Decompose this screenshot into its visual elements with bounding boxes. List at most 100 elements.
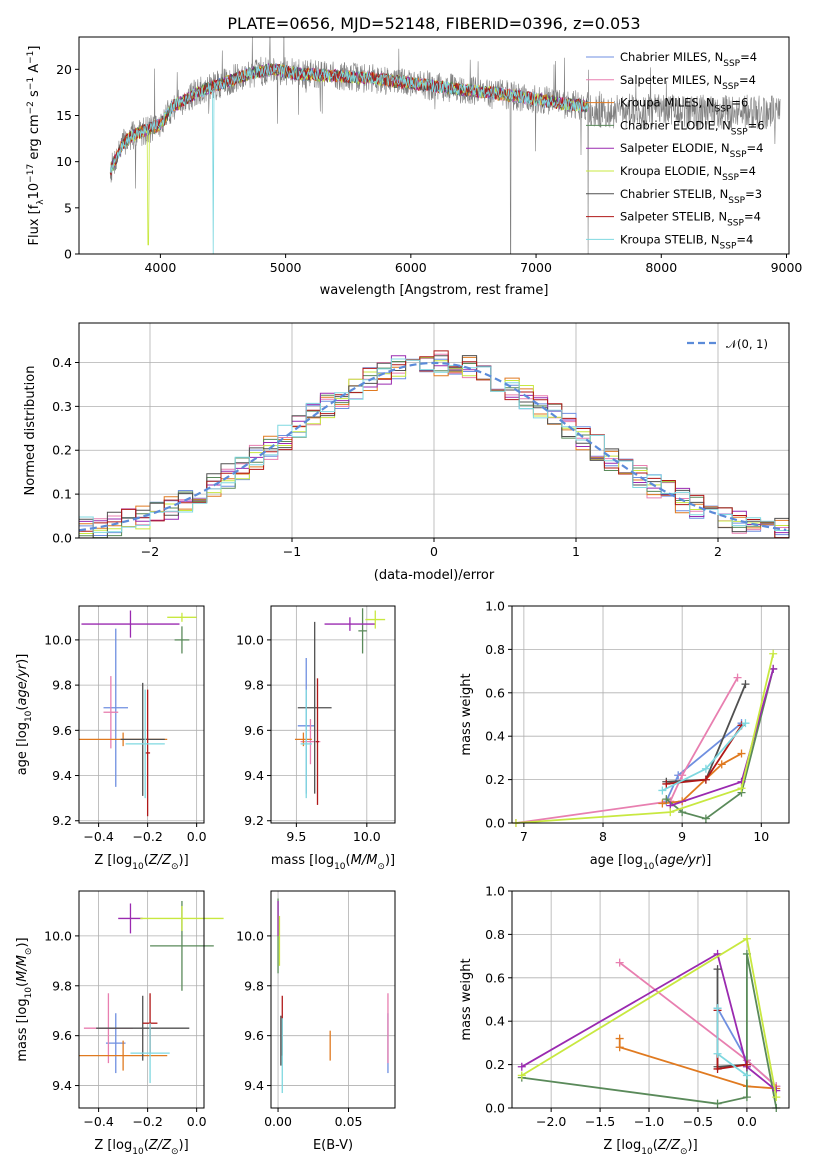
series-salpeter_elodie — [670, 668, 775, 807]
marker-salpeter_stelib — [701, 775, 710, 784]
series-kroupa_miles — [662, 752, 742, 805]
legend-label-salpeter_miles: Salpeter MILES, NSSP=4 — [620, 73, 756, 92]
x-tick-label: −2 — [141, 544, 159, 559]
axes-age_vs_mass: 9.5 10.0 9.2 9.4 9.6 9.8 10.0 mass [log10(M/M⊙)… — [236, 605, 396, 872]
y-tick-label: 9.6 — [52, 1028, 72, 1043]
legend-label-salpeter_stelib: Salpeter STELIB, NSSP=4 — [620, 210, 761, 229]
x-tick-label: −0.2 — [132, 829, 162, 844]
marker-kroupa_elodie — [769, 649, 778, 658]
y-tick-label: 0.6 — [485, 970, 505, 985]
mw_vs_age-x-label: age [log10(age/yr)] — [590, 853, 712, 872]
x-tick-label: 10 — [753, 829, 769, 844]
y-tick-label: 9.6 — [52, 723, 72, 738]
hist-salpeter_stelib — [79, 350, 789, 538]
marker-chabrier_elodie — [662, 795, 671, 804]
y-tick-label: 0.0 — [485, 816, 505, 831]
marker-kroupa_stelib — [713, 1049, 722, 1058]
y-tick-label: 10.0 — [44, 632, 72, 647]
marker-kroupa_miles — [737, 749, 746, 758]
plot-residuals — [78, 350, 789, 538]
y-tick-label: 9.8 — [244, 678, 264, 693]
marker-kroupa_stelib — [658, 786, 667, 795]
age_vs_mass-x-label: mass [log10(M/M⊙)] — [271, 853, 395, 872]
spectrum-x-label: wavelength [Angstrom, rest frame] — [320, 283, 549, 298]
y-tick-label: 9.4 — [244, 1078, 264, 1093]
legend-label-salpeter_elodie: Salpeter ELODIE, NSSP=4 — [620, 141, 763, 160]
mw_vs_Z-y-label: mass weight — [459, 958, 474, 1040]
axes-mass_vs_EBV: 0.00 0.05 9.4 9.6 9.8 10.0 — [236, 890, 396, 1129]
x-tick-label: 7 — [520, 829, 528, 844]
residuals-x-label: (data-model)/error — [374, 568, 495, 583]
y-tick-label: 9.8 — [244, 978, 264, 993]
series-chabrier_miles — [665, 722, 743, 802]
age_vs_Z-y-label: age [log10(age/yr)] — [15, 654, 34, 776]
marker-salpeter_miles — [733, 673, 742, 682]
y-tick-label: 9.8 — [52, 678, 72, 693]
y-tick-label: 0.2 — [485, 772, 505, 787]
axes-mass_vs_Z: −0.4 −0.2 0.0 9.4 9.6 9.8 10.0 Z [log10(Z/Z⊙)] m… — [15, 890, 224, 1157]
y-tick-label: 0.2 — [52, 443, 72, 458]
axes-frame — [78, 890, 205, 1109]
y-tick-label: 9.4 — [244, 768, 264, 783]
y-tick-label: 9.8 — [52, 978, 72, 993]
y-tick-label: 9.2 — [244, 813, 264, 828]
x-tick-label: 10.0 — [353, 829, 381, 844]
axes-age_vs_Z: −0.4 −0.2 0.0 9.2 9.4 9.6 9.8 10.0 Z [log10(Z/Z⊙… — [15, 605, 207, 872]
marker-kroupa_miles — [658, 799, 667, 808]
marker-chabrier_stelib — [741, 680, 750, 689]
y-tick-label: 10.0 — [236, 632, 264, 647]
y-tick-label: 5 — [64, 200, 72, 215]
marker-kroupa_stelib — [713, 1004, 722, 1013]
y-tick-label: 9.4 — [52, 1078, 72, 1093]
series-kroupa_elodie — [515, 653, 775, 824]
mass_vs_Z-x-label: Z [log10(Z/Z⊙)] — [94, 1138, 188, 1157]
x-tick-label: −2.0 — [536, 1114, 566, 1129]
x-tick-label: 8000 — [645, 260, 677, 275]
x-tick-label: 7000 — [520, 260, 552, 275]
series-salpeter_elodie — [521, 952, 777, 1092]
y-tick-label: 10.0 — [236, 928, 264, 943]
y-tick-label: 0.8 — [485, 642, 505, 657]
y-tick-label: 0.0 — [485, 1101, 505, 1116]
legend-label-chabrier_elodie: Chabrier ELODIE, NSSP=6 — [620, 118, 765, 137]
x-tick-label: 5000 — [270, 260, 302, 275]
legend-label-kroupa_stelib: Kroupa STELIB, NSSP=4 — [620, 232, 753, 251]
normal-curve — [78, 361, 787, 532]
marker-kroupa_miles — [717, 760, 726, 769]
x-tick-label: −0.2 — [132, 1114, 162, 1129]
y-tick-label: 0.4 — [485, 729, 505, 744]
axes-frame — [511, 890, 790, 1109]
y-tick-label: 0.4 — [485, 1014, 505, 1029]
mass_vs_Z-y-label: mass [log10(M/M⊙)] — [15, 937, 34, 1061]
marker-kroupa_stelib — [742, 1071, 751, 1080]
x-tick-label: 0.0 — [737, 1114, 757, 1129]
axes-frame — [270, 605, 396, 824]
marker-chabrier_elodie — [713, 1099, 722, 1108]
marker-kroupa_elodie — [742, 934, 751, 943]
residuals-y-label: Normed distribution — [23, 366, 38, 496]
y-tick-label: 0.1 — [52, 487, 72, 502]
x-tick-label: 0.00 — [264, 1114, 292, 1129]
legend-label-kroupa_miles: Kroupa MILES, NSSP=6 — [620, 96, 748, 115]
plot-mass_vs_EBV — [277, 898, 389, 1094]
marker-kroupa_stelib — [741, 719, 750, 728]
plot-mw_vs_age — [511, 649, 778, 827]
series-kroupa_miles — [618, 1038, 777, 1090]
mw_vs_age-y-label: mass weight — [459, 673, 474, 755]
figure-title: PLATE=0656, MJD=52148, FIBERID=0396, z=0… — [227, 14, 640, 33]
marker-chabrier_elodie — [701, 814, 710, 823]
x-tick-label: 9000 — [771, 260, 803, 275]
x-tick-label: −0.4 — [83, 829, 113, 844]
y-tick-label: 0.2 — [485, 1057, 505, 1072]
legend-label-chabrier_stelib: Chabrier STELIB, NSSP=3 — [620, 187, 762, 206]
x-tick-label: 0.0 — [187, 829, 207, 844]
x-tick-label: 2 — [714, 544, 722, 559]
y-tick-label: 0.3 — [52, 399, 72, 414]
marker-chabrier_elodie — [742, 1093, 751, 1102]
marker-chabrier_elodie — [678, 808, 687, 817]
marker-salpeter_elodie — [517, 1062, 526, 1071]
marker-kroupa_elodie — [517, 1071, 526, 1080]
marker-chabrier_stelib — [713, 965, 722, 974]
spectrum-y-label: Flux [fλ10−17 erg cm−2 s−1 A−1] — [26, 46, 46, 246]
x-tick-label: −0.4 — [83, 1114, 113, 1129]
